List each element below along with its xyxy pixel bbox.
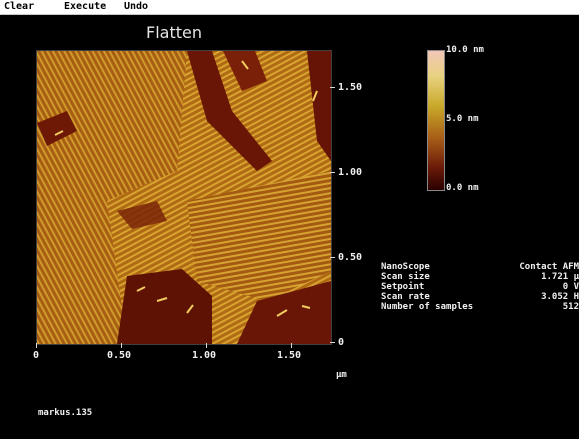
menu-clear[interactable]: Clear [4,1,35,12]
x-tick-label: 1.50 [277,350,302,361]
info-row: NanoScope Contact AFM [381,262,579,272]
x-tick-mark [291,343,292,348]
info-key: Scan size [381,272,430,282]
y-tick-label: 1.50 [338,82,363,93]
menu-bar: Clear Execute Undo [0,0,579,15]
x-tick-mark [121,343,122,348]
info-value: Contact AFM [519,262,579,272]
colorbar-label-bottom: 0.0 nm [446,183,479,193]
info-value: 0 V [562,282,579,292]
menu-undo[interactable]: Undo [124,1,149,12]
afm-display: Flatten [0,15,579,439]
axis-unit-label: µm [336,370,347,380]
y-tick-label: 0.50 [338,252,363,263]
info-row: Setpoint 0 V [381,282,579,292]
info-value: 512 [562,302,579,312]
info-row: Number of samples 512 [381,302,579,312]
y-tick-mark [330,172,335,173]
info-row: Scan rate 3.052 H [381,292,579,302]
scan-parameters: NanoScope Contact AFM Scan size 1.721 µ … [381,262,579,312]
x-tick-mark [206,343,207,348]
y-tick-mark [330,257,335,258]
info-key: Setpoint [381,282,425,292]
y-tick-mark [330,342,335,343]
y-tick-label: 0 [338,337,345,348]
afm-height-image [36,50,332,345]
y-tick-label: 1.00 [338,167,363,178]
x-tick-mark [36,343,37,348]
x-tick-label: 0 [33,350,40,361]
x-tick-label: 1.00 [192,350,217,361]
height-colorbar [427,50,445,191]
file-name: markus.135 [38,408,93,418]
colorbar-label-mid: 5.0 nm [446,114,479,124]
info-key: Number of samples [381,302,474,312]
info-key: NanoScope [381,262,430,272]
x-tick-label: 0.50 [107,350,132,361]
image-title: Flatten [146,23,202,42]
colorbar-label-top: 10.0 nm [446,45,484,55]
y-tick-mark [330,87,335,88]
info-key: Scan rate [381,292,430,302]
info-row: Scan size 1.721 µ [381,272,579,282]
menu-execute[interactable]: Execute [64,1,107,12]
info-value: 3.052 H [541,292,579,302]
info-value: 1.721 µ [541,272,579,282]
